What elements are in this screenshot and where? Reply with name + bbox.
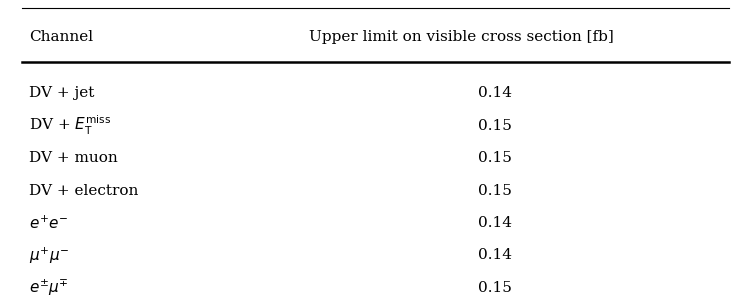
Text: 0.15: 0.15 [478, 151, 512, 165]
Text: 0.14: 0.14 [478, 86, 512, 100]
Text: DV + muon: DV + muon [29, 151, 118, 165]
Text: DV + $E_{\mathrm{T}}^{\mathrm{miss}}$: DV + $E_{\mathrm{T}}^{\mathrm{miss}}$ [29, 114, 112, 137]
Text: $e^{\pm}\mu^{\mp}$: $e^{\pm}\mu^{\mp}$ [29, 278, 69, 297]
Text: Upper limit on visible cross section [fb]: Upper limit on visible cross section [fb… [309, 30, 614, 44]
Text: 0.14: 0.14 [478, 249, 512, 263]
Text: 0.15: 0.15 [478, 119, 512, 133]
Text: 0.14: 0.14 [478, 216, 512, 230]
Text: $e^{+}e^{-}$: $e^{+}e^{-}$ [29, 214, 69, 232]
Text: DV + electron: DV + electron [29, 184, 139, 198]
Text: Channel: Channel [29, 30, 93, 44]
Text: 0.15: 0.15 [478, 184, 512, 198]
Text: DV + jet: DV + jet [29, 86, 95, 100]
Text: $\mu^{+}\mu^{-}$: $\mu^{+}\mu^{-}$ [29, 245, 70, 266]
Text: 0.15: 0.15 [478, 281, 512, 295]
